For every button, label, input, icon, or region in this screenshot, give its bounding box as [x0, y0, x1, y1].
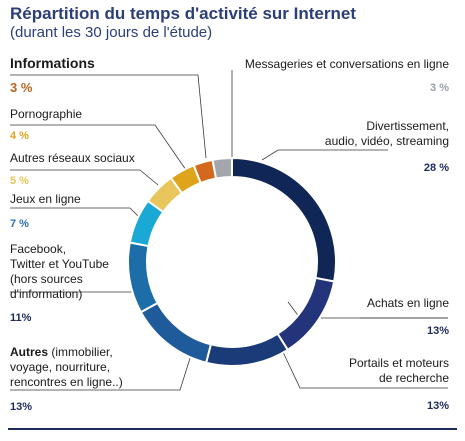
slice-0 [231, 156, 337, 283]
bottom-rule [8, 428, 457, 430]
leader-line-4 [10, 169, 159, 186]
label-autres-line2: voyage, nourriture, [10, 360, 111, 374]
label-divertissement-line2: audio, vidéo, streaming [324, 134, 449, 148]
label-facebook-line1: Facebook, [10, 242, 67, 256]
pct-informations: 3 % [10, 80, 33, 95]
leader-line-3 [10, 124, 187, 171]
label-facebook-line2: Twitter et YouTube [10, 257, 109, 271]
label-facebook-line4: d'information) [10, 287, 83, 301]
leader-line-7 [10, 351, 193, 391]
slice-3 [139, 301, 213, 364]
pct-portails: 13% [426, 400, 449, 412]
chart-title: Répartition du temps d'activité sur Inte… [10, 4, 356, 23]
leader-line-2 [261, 149, 388, 161]
label-autres-title: Autres [10, 345, 49, 359]
leader-line-5 [10, 207, 139, 217]
pct-facebook: 11% [10, 312, 32, 324]
label-portails: Portails et moteurs de recherche [349, 356, 449, 386]
pct-jeux: 7 % [10, 218, 29, 230]
slice-4 [127, 241, 159, 314]
leader-line-10 [281, 349, 448, 389]
label-autres-line3: rencontres en ligne..) [10, 375, 123, 389]
leader-line-0 [10, 74, 207, 159]
pct-autres: 13% [10, 401, 33, 413]
label-achats: Achats en ligne [366, 296, 449, 310]
pct-messageries: 3 % [430, 82, 449, 94]
label-pornographie: Pornographie [10, 107, 83, 121]
donut-slices [127, 156, 337, 367]
label-jeux: Jeux en ligne [10, 192, 81, 206]
label-autres: Autres (immobilier, voyage, nourriture, … [10, 345, 123, 390]
label-divertissement-line1: Divertissement, [366, 119, 449, 133]
chart-subtitle: (durant les 30 jours de l'étude) [10, 24, 213, 41]
label-autres-reseaux: Autres réseaux sociaux [10, 151, 135, 165]
label-informations: Informations [10, 55, 95, 71]
slice-1 [276, 276, 336, 352]
pct-pornographie: 4 % [10, 130, 29, 142]
label-portails-line1: Portails et moteurs [348, 356, 449, 370]
pct-divertissement: 28 % [423, 162, 449, 174]
label-divertissement: Divertissement, audio, vidéo, streaming [325, 119, 449, 149]
label-facebook-line3: (hors sources [10, 272, 83, 286]
pct-achats: 13% [426, 325, 449, 337]
label-autres-line1: (immobilier, [48, 345, 113, 359]
pct-autres-reseaux: 5 % [10, 175, 29, 187]
label-portails-line2: de recherche [378, 371, 449, 385]
slice-9 [211, 156, 233, 180]
label-facebook: Facebook, Twitter et YouTube (hors sourc… [10, 242, 109, 302]
slice-2 [204, 332, 290, 367]
label-messageries: Messageries et conversations en ligne [244, 57, 449, 71]
